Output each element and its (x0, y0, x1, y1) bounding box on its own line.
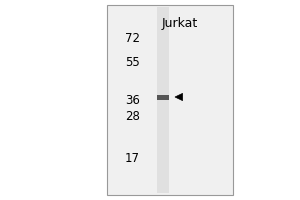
Text: 28: 28 (125, 110, 140, 123)
Text: 36: 36 (125, 95, 140, 108)
Text: 55: 55 (125, 56, 140, 70)
Bar (107, 5, 233, 195)
Polygon shape (175, 93, 183, 101)
Text: Jurkat: Jurkat (162, 17, 198, 30)
Text: 17: 17 (125, 153, 140, 166)
Bar (157, 95, 169, 100)
Bar (157, 7, 169, 193)
Text: 72: 72 (125, 32, 140, 46)
